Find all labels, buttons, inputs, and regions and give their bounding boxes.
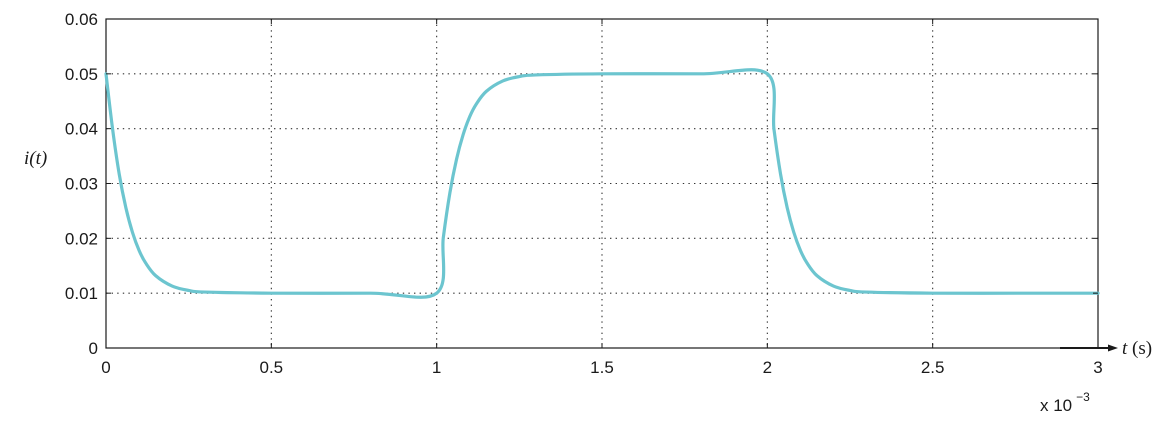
- x-tick-label-4: 2: [763, 358, 772, 377]
- y-axis-label: i(t): [24, 148, 47, 169]
- y-tick-label-2: 0.02: [65, 229, 98, 248]
- x-tick-label-0: 0: [101, 358, 110, 377]
- tick-labels: 0 0.5 1 1.5 2 2.5 3 0 0.01 0.02 0.03 0.04 0.05 0.06: [65, 10, 1103, 377]
- x-axis-variable: t: [1122, 338, 1128, 359]
- y-tick-label-3: 0.03: [65, 175, 98, 194]
- x-multiplier-base: x 10: [1040, 396, 1072, 415]
- series-layer: [104, 68, 1100, 299]
- x-tick-label-6: 3: [1093, 358, 1102, 377]
- y-tick-label-1: 0.01: [65, 284, 98, 303]
- y-tick-label-4: 0.04: [65, 120, 98, 139]
- plot-frame: [105, 18, 1099, 349]
- x-multiplier-exponent: −3: [1076, 390, 1090, 404]
- x-tick-label-1: 0.5: [260, 358, 284, 377]
- y-tick-label-6: 0.06: [65, 10, 98, 29]
- x-tick-label-3: 1.5: [590, 358, 614, 377]
- x-axis-label: t (s): [1122, 338, 1152, 359]
- x-axis-unit: (s): [1127, 338, 1152, 359]
- y-tick-label-5: 0.05: [65, 65, 98, 84]
- x-tick-label-5: 2.5: [921, 358, 945, 377]
- series-line-0: [104, 68, 1100, 299]
- x-tick-label-2: 1: [432, 358, 441, 377]
- axes: [105, 18, 1099, 349]
- y-tick-label-0: 0: [89, 339, 98, 358]
- x-axis-arrow: [1060, 344, 1118, 352]
- grid: [106, 19, 1098, 348]
- x-axis-multiplier: x 10 −3: [1040, 390, 1090, 415]
